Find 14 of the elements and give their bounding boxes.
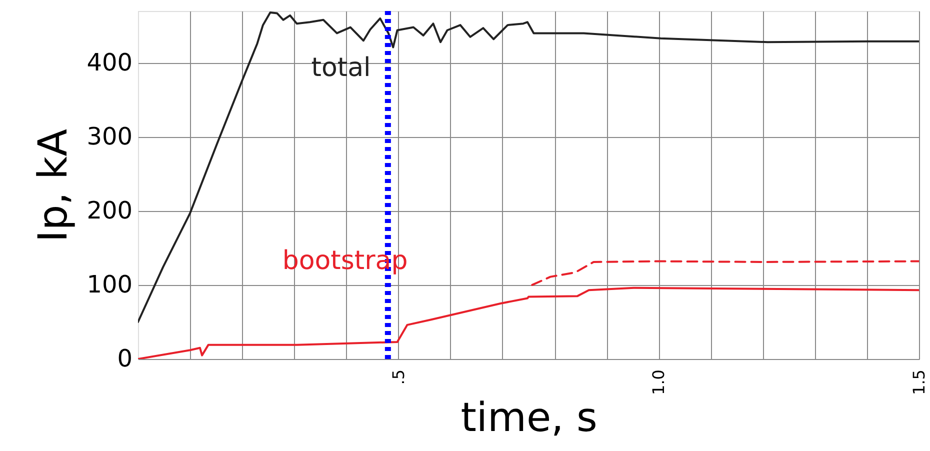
- y-tick-label: 100: [86, 270, 132, 298]
- line-series: [531, 260, 919, 286]
- line-series: [138, 11, 919, 323]
- x-axis-title: time, s: [460, 394, 598, 441]
- annotation: bootstrap: [282, 246, 408, 276]
- x-tick-label: 1.0: [649, 370, 668, 395]
- y-tick-label: 200: [86, 196, 132, 224]
- y-tick-label: 300: [86, 122, 132, 150]
- y-tick-label: 400: [86, 48, 132, 76]
- x-tick-label: .5: [388, 370, 408, 385]
- x-tick-label: 1.5: [910, 370, 928, 395]
- annotation: total: [311, 53, 371, 83]
- y-axis-title: Ip, kA: [30, 128, 77, 242]
- y-tick-label: 0: [117, 344, 132, 372]
